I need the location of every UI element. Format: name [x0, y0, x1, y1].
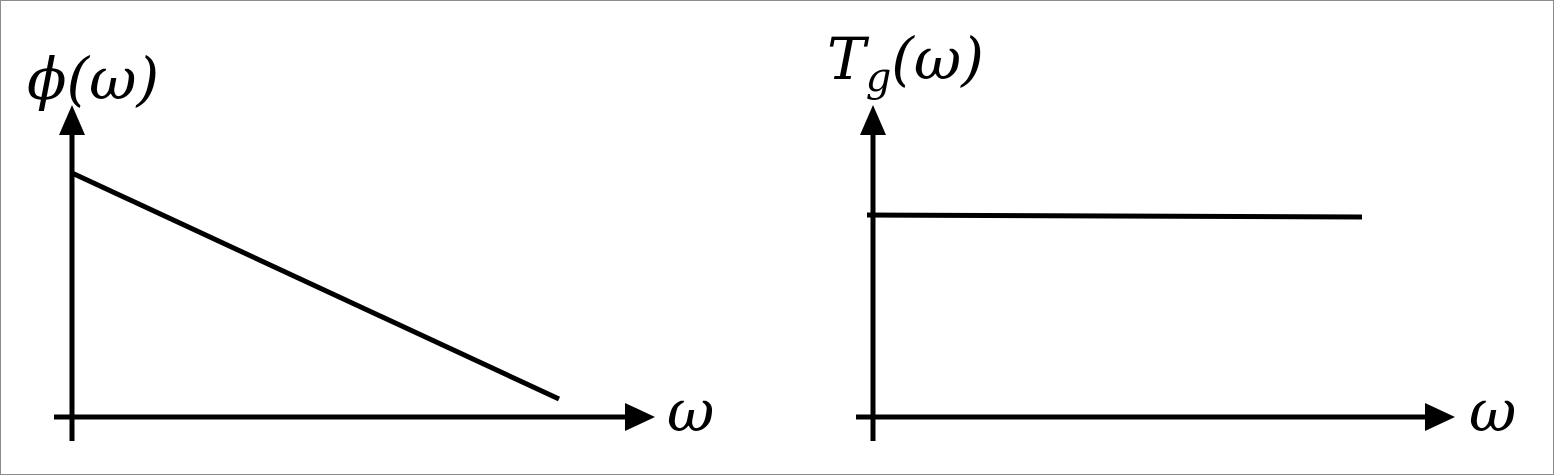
phase-y-arrowhead — [59, 105, 85, 135]
phase-x-label: ω — [667, 377, 714, 445]
delay-x-label: ω — [1469, 377, 1516, 445]
delay-y-label-arg: (ω) — [891, 25, 984, 93]
delay-x-arrowhead — [1425, 403, 1455, 431]
delay-curve — [866, 212, 1363, 220]
delay-y-label-sub: g — [866, 55, 892, 101]
phase-curve — [70, 170, 561, 402]
phase-y-label: ϕ(ω) — [27, 45, 159, 113]
group-delay-diagram: Tg(ω) ω — [827, 25, 1516, 445]
phase-diagram: ϕ(ω) ω — [27, 45, 714, 445]
delay-y-label-main: T — [827, 25, 870, 93]
phase-x-arrowhead — [625, 403, 655, 431]
delay-y-label: Tg(ω) — [827, 25, 984, 101]
delay-y-arrowhead — [860, 105, 886, 135]
